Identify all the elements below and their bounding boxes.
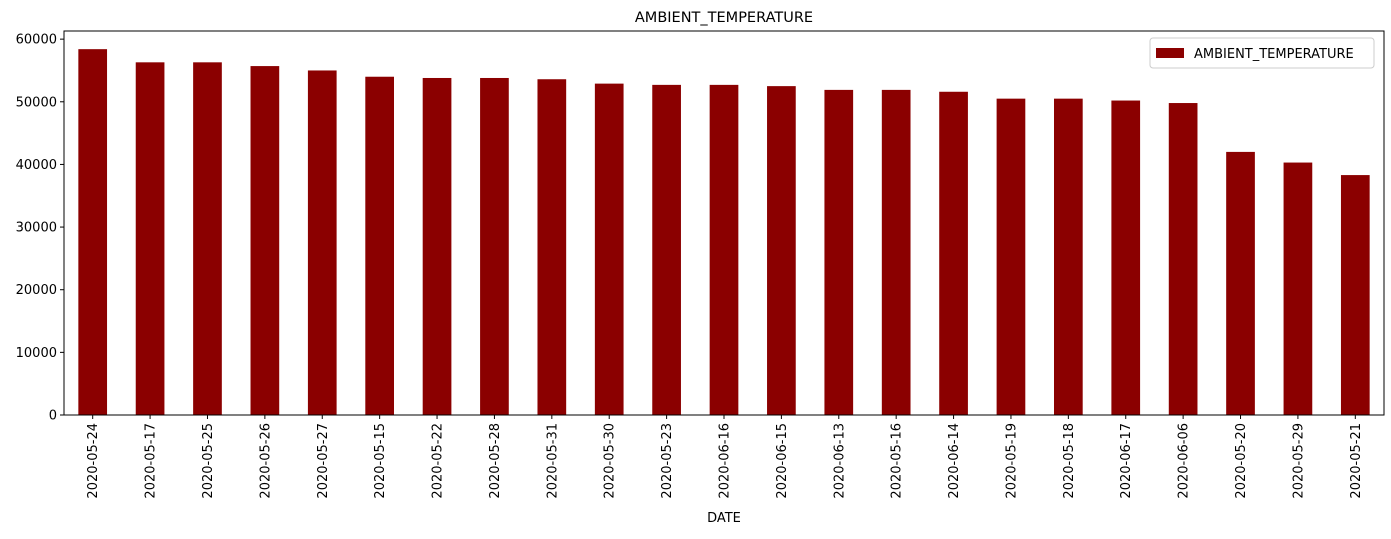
x-axis: 2020-05-24 2020-05-17 2020-05-25 2020-05-26…	[86, 415, 1364, 499]
legend-label: AMBIENT_TEMPERATURE	[1194, 47, 1354, 62]
x-tick-label: 2020-05-21	[1349, 423, 1364, 499]
bar-2020-05-29	[1283, 162, 1313, 415]
x-tick-label: 2020-05-18	[1062, 423, 1077, 499]
bar-2020-05-26	[250, 66, 280, 416]
y-tick-label: 40000	[16, 158, 57, 173]
y-tick-label: 20000	[16, 283, 57, 298]
bar-2020-05-15	[365, 76, 394, 416]
x-axis-title: DATE	[707, 511, 741, 526]
bar-2020-06-14	[939, 91, 968, 415]
bar-2020-06-06	[1168, 103, 1198, 415]
bar-2020-05-21	[1340, 175, 1370, 415]
x-tick-label: 2020-05-30	[603, 423, 618, 499]
y-tick-label: 50000	[16, 95, 57, 110]
bar-2020-05-24	[78, 49, 108, 416]
x-tick-label: 2020-05-15	[373, 423, 388, 499]
bar-2020-06-17	[1111, 100, 1141, 415]
x-tick-label: 2020-05-29	[1291, 423, 1306, 499]
x-tick-label: 2020-06-16	[718, 423, 733, 499]
bar-2020-05-22	[422, 77, 452, 415]
plot-frame	[63, 30, 1385, 416]
x-tick-label: 2020-06-15	[775, 423, 790, 499]
y-tick-label: 30000	[16, 221, 57, 236]
bar-2020-06-15	[767, 86, 796, 415]
y-tick-label: 60000	[16, 33, 57, 48]
x-tick-label: 2020-05-19	[1004, 423, 1019, 499]
x-tick-label: 2020-05-31	[545, 423, 560, 499]
x-tick-label: 2020-05-20	[1234, 423, 1249, 499]
bar-2020-05-19	[996, 98, 1026, 415]
x-tick-label: 2020-05-24	[86, 423, 101, 499]
x-tick-label: 2020-05-16	[890, 423, 905, 499]
bar-2020-05-28	[480, 77, 509, 415]
bar-2020-05-20	[1226, 151, 1255, 415]
y-tick-label: 10000	[16, 346, 57, 361]
y-tick-label: 0	[49, 409, 57, 424]
bar-2020-06-13	[824, 89, 854, 415]
legend-swatch	[1156, 48, 1184, 58]
legend: AMBIENT_TEMPERATURE	[1149, 37, 1375, 69]
x-tick-label: 2020-05-25	[201, 423, 216, 499]
x-tick-label: 2020-06-14	[947, 423, 962, 499]
x-tick-label: 2020-05-28	[488, 423, 503, 499]
bar-2020-05-23	[652, 84, 681, 416]
bar-2020-05-30	[594, 83, 624, 415]
bar-2020-05-17	[135, 62, 165, 415]
x-tick-label: 2020-06-17	[1119, 423, 1134, 499]
bar-2020-05-18	[1054, 98, 1083, 415]
bar-2020-06-16	[709, 84, 739, 416]
chart-title: AMBIENT_TEMPERATURE	[635, 10, 813, 26]
x-tick-label: 2020-05-27	[316, 423, 331, 499]
bar-2020-05-16	[881, 89, 911, 415]
x-tick-label: 2020-05-22	[431, 423, 446, 499]
legend-box	[1149, 37, 1375, 69]
x-tick-label: 2020-05-23	[660, 423, 675, 499]
x-tick-label: 2020-06-13	[832, 423, 847, 499]
x-tick-label: 2020-05-26	[258, 423, 273, 499]
bar-2020-05-27	[307, 70, 337, 415]
x-tick-label: 2020-05-17	[144, 423, 159, 499]
bars-layer	[78, 49, 1370, 416]
x-tick-label: 2020-06-06	[1177, 423, 1192, 499]
bar-2020-05-31	[537, 79, 567, 415]
y-axis: 0 10000 20000 30000 40000 50000 60000	[16, 33, 64, 424]
bar-2020-05-25	[193, 62, 222, 415]
